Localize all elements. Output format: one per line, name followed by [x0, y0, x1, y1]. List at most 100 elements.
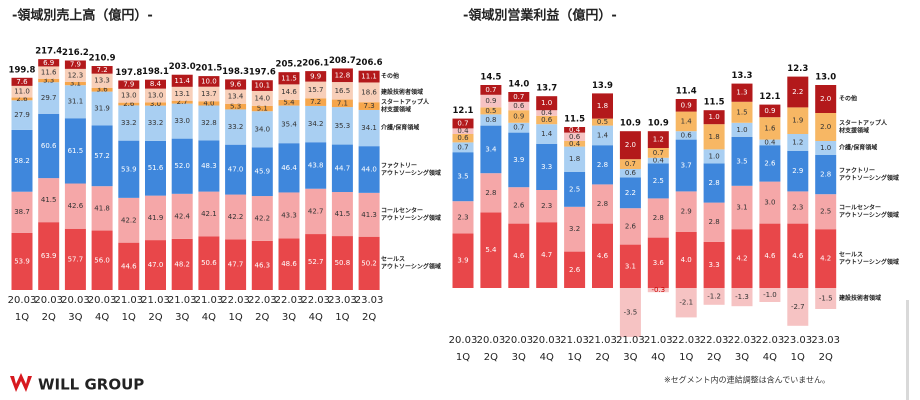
segment-label: 1.6	[764, 124, 776, 132]
bar-segment	[38, 78, 60, 83]
segment-label: 10.0	[201, 77, 217, 85]
total-label: 198.3	[222, 67, 249, 77]
bar-segment	[305, 81, 327, 99]
legend-label: アウトソーシング領域	[381, 169, 441, 177]
x-tick-label: 3Q	[623, 352, 637, 363]
bar-segment	[564, 132, 586, 141]
bar-segment	[198, 101, 220, 106]
bar-segment	[564, 141, 586, 147]
bar-segment	[145, 140, 166, 196]
x-tick-label: 1Q	[228, 312, 242, 323]
segment-label: 52.0	[174, 162, 190, 170]
bar-segment	[592, 145, 613, 185]
x-tick-label: 22.03	[248, 295, 277, 306]
segment-label: 0.6	[541, 116, 553, 124]
segment-label: 2.8	[485, 189, 496, 197]
bar-segment	[731, 288, 753, 307]
segment-label: 33.2	[228, 123, 244, 131]
segment-label: 0.9	[681, 101, 692, 109]
legend-label: スタートアップ人	[381, 98, 430, 106]
x-tick-label: 4Q	[763, 352, 777, 363]
bar-segment	[225, 194, 247, 240]
segment-label: 4.2	[736, 255, 747, 263]
bar-segment	[278, 143, 300, 193]
total-label: 210.9	[89, 54, 116, 64]
segment-label: 0.5	[485, 107, 496, 115]
segment-label: 4.6	[513, 252, 525, 260]
segment-label: 2.5	[820, 208, 831, 216]
segment-label: -2.1	[679, 299, 693, 307]
bar-segment	[118, 80, 140, 89]
x-tick-label: 21.03	[560, 335, 589, 346]
segment-label: 2.6	[16, 95, 28, 103]
segment-label: 12.8	[335, 71, 351, 79]
segment-label: 3.3	[709, 261, 720, 269]
segment-label: 2.8	[709, 179, 720, 187]
bar-segment	[452, 142, 474, 153]
bar-segment	[508, 223, 530, 288]
bar-segment	[647, 198, 669, 238]
bar-segment	[815, 155, 837, 195]
bar-segment	[118, 105, 140, 141]
x-tick-label: 3Q	[175, 312, 189, 323]
bar-segment	[118, 102, 140, 106]
bar-segment	[358, 102, 380, 110]
segment-label: 0.7	[513, 124, 524, 132]
x-tick-label: 20.03	[477, 335, 506, 346]
x-tick-label: 1Q	[15, 312, 29, 323]
bar-segment	[171, 74, 193, 87]
bar-segment	[171, 103, 193, 139]
segment-label: 34.2	[308, 120, 324, 128]
bar-segment	[815, 288, 837, 309]
segment-label: -1.5	[819, 295, 833, 303]
segment-label: -1.0	[763, 291, 777, 299]
segment-label: 9.6	[230, 80, 242, 88]
bar-segment	[278, 84, 300, 100]
bar-segment	[358, 109, 380, 147]
x-tick-label: 23.03	[811, 335, 840, 346]
x-tick-label: 1Q	[679, 352, 693, 363]
bar-segment	[647, 157, 669, 164]
bar-segment	[225, 144, 247, 195]
segment-label: 46.3	[255, 261, 271, 269]
segment-label: 13.0	[148, 92, 164, 100]
x-tick-label: 3Q	[282, 312, 296, 323]
bar-segment	[815, 113, 837, 141]
segment-label: 48.2	[174, 260, 190, 268]
segment-label: 3.6	[653, 259, 665, 267]
bar-segment	[647, 163, 669, 199]
segment-label: 0.4	[541, 109, 553, 117]
segment-label: 2.5	[569, 185, 580, 193]
segment-label: 35.3	[335, 122, 351, 130]
bar-segment	[225, 103, 247, 110]
bar-segment	[305, 105, 327, 143]
segment-label: 0.4	[569, 126, 581, 134]
segment-label: 1.4	[597, 131, 609, 139]
segment-label: 42.4	[174, 212, 190, 220]
bar-segment	[731, 122, 753, 137]
total-label: 201.5	[195, 64, 222, 74]
segment-label: 3.0	[150, 100, 161, 108]
bar-segment	[358, 70, 380, 83]
bar-segment	[198, 105, 220, 141]
bar-segment	[118, 140, 140, 198]
segment-label: 18.6	[361, 88, 377, 96]
total-label: 14.5	[480, 73, 501, 83]
bar-segment	[11, 232, 33, 290]
x-tick-label: 22.03	[756, 335, 785, 346]
legend-label: 建設技術者領域	[839, 294, 881, 302]
bar-segment	[759, 288, 781, 302]
segment-label: 34.1	[361, 124, 377, 132]
segment-label: 2.8	[820, 171, 831, 179]
segment-label: 12.3	[68, 71, 84, 79]
x-tick-label: 20.03	[88, 295, 117, 306]
segment-label: 31.1	[68, 98, 84, 106]
segment-label: 2.0	[820, 123, 831, 131]
segment-label: 43.3	[281, 211, 297, 219]
x-tick-label: 4Q	[540, 352, 554, 363]
x-tick-label: 22.03	[221, 295, 250, 306]
segment-label: 2.3	[541, 202, 552, 210]
segment-label: 5.3	[230, 103, 241, 111]
segment-label: 42.7	[308, 207, 324, 215]
bar-segment	[145, 79, 166, 89]
